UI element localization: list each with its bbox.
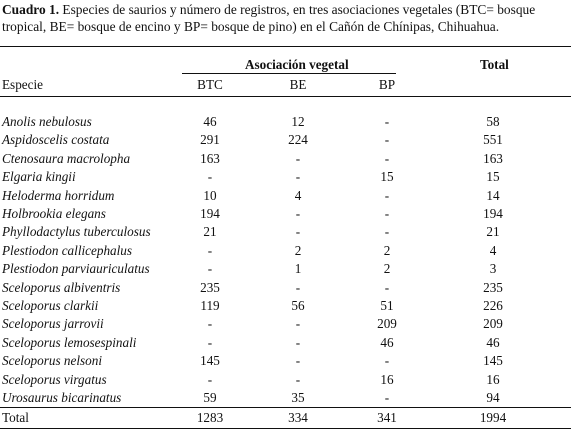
cell-bp: - [384,188,390,203]
cell-be: 224 [288,132,308,147]
group-rule [182,73,396,74]
cell-total: 551 [483,132,503,147]
cell-bp: - [384,151,390,166]
cell-total: 194 [483,206,503,221]
cell-bp: 2 [383,243,391,258]
cell-be: - [295,316,301,331]
cell-bp: - [384,206,390,221]
total-rule [0,407,571,408]
species-name: Sceloporus lemosespinali [2,335,137,350]
cell-btc: 145 [200,353,220,368]
table-caption: Cuadro 1. Especies de saurios y número d… [2,1,568,35]
be-header: BE [289,77,307,92]
cell-be: - [295,224,301,239]
cell-be: 12 [291,114,305,129]
caption-text: Especies de saurios y número de registro… [2,2,536,34]
species-name: Sceloporus jarrovii [2,316,104,331]
cell-be: - [295,335,301,350]
cell-btc: 291 [200,132,220,147]
species-name: Plestiodon parviauriculatus [2,261,150,276]
species-header: Especie [2,77,44,92]
cell-bp: 15 [380,169,394,184]
species-name: Ctenosaura macrolopha [2,151,131,166]
species-name: Urosaurus bicarinatus [2,390,122,405]
cell-btc: 59 [203,390,217,405]
species-name: Holbrookia elegans [2,206,106,221]
cell-total: 145 [483,353,503,368]
cell-btc: 46 [203,114,217,129]
cell-total: 235 [483,280,503,295]
cell-bp: 16 [380,372,394,387]
cell-be: 2 [294,243,302,258]
bp-header: BP [378,77,396,92]
cell-bp: - [384,390,390,405]
species-name: Heloderma horridum [2,188,115,203]
bottom-rule [0,428,571,429]
cell-total: 58 [486,114,500,129]
cell-be: - [295,353,301,368]
cell-be: - [295,280,301,295]
total-be: 334 [288,410,308,425]
cell-btc: - [207,261,213,276]
cell-bp: - [384,280,390,295]
cell-be: 56 [291,298,305,313]
species-name: Sceloporus albiventris [2,280,121,295]
group-header: Asociación vegetal [245,57,349,72]
cell-btc: - [207,372,213,387]
cell-total: 226 [483,298,503,313]
cell-be: 1 [294,261,302,276]
cell-total: 46 [486,335,500,350]
caption-label: Cuadro 1. [2,2,60,17]
cell-total: 14 [486,188,500,203]
total-total: 1994 [479,410,507,425]
cell-total: 4 [489,243,497,258]
cell-total: 163 [483,151,503,166]
cell-bp: 51 [380,298,394,313]
total-bp: 341 [377,410,397,425]
species-name: Phyllodactylus tuberculosus [2,224,151,239]
header-rule [0,96,571,97]
cell-be: 4 [294,188,302,203]
cell-btc: 194 [200,206,220,221]
species-name: Sceloporus clarkii [2,298,99,313]
cell-total: 21 [486,224,500,239]
cell-total: 15 [486,169,500,184]
cell-btc: 21 [203,224,217,239]
total-header: Total [480,57,509,72]
species-name: Aspidoscelis costata [2,132,110,147]
cell-total: 94 [486,390,500,405]
btc-header: BTC [197,77,223,92]
cell-btc: 163 [200,151,220,166]
cell-be: 35 [291,390,305,405]
cell-be: - [295,372,301,387]
cell-bp: - [384,132,390,147]
species-name: Anolis nebulosus [2,114,92,129]
top-rule [0,46,571,47]
cell-btc: 10 [203,188,217,203]
cell-btc: - [207,243,213,258]
total-btc: 1283 [196,410,224,425]
cell-btc: - [207,316,213,331]
cell-total: 16 [486,372,500,387]
species-name: Sceloporus virgatus [2,372,107,387]
cell-total: 209 [483,316,503,331]
species-name: Elgaria kingii [2,169,76,184]
species-name: Sceloporus nelsoni [2,353,102,368]
cell-total: 3 [489,261,497,276]
cell-bp: - [384,353,390,368]
cell-btc: 235 [200,280,220,295]
total-row-label: Total [2,410,29,425]
cell-be: - [295,151,301,166]
cell-btc: 119 [200,298,220,313]
cell-bp: 2 [383,261,391,276]
species-name: Plestiodon callicephalus [2,243,133,258]
cell-btc: - [207,335,213,350]
cell-bp: - [384,224,390,239]
cell-bp: 46 [380,335,394,350]
cell-be: - [295,169,301,184]
cell-btc: - [207,169,213,184]
cell-bp: 209 [377,316,397,331]
cell-bp: - [384,114,390,129]
cell-be: - [295,206,301,221]
